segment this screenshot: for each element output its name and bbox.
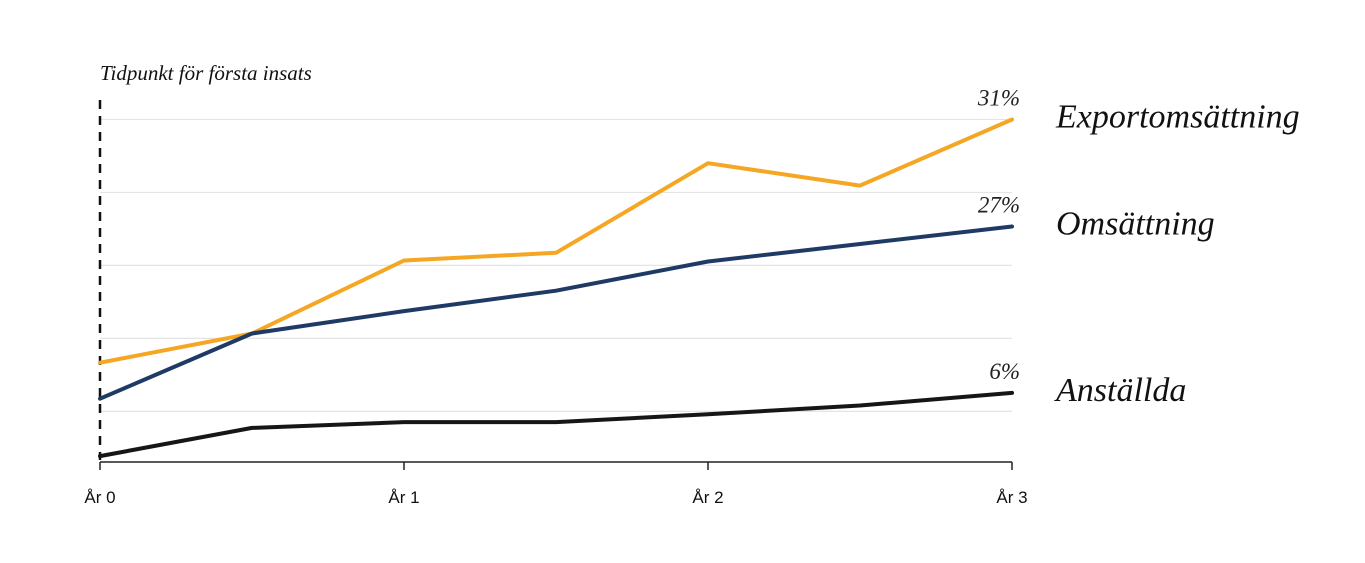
x-tick-label: År 0 bbox=[84, 488, 115, 507]
series-line-2 bbox=[98, 224, 1014, 401]
series-name-label: Omsättning bbox=[1056, 205, 1215, 242]
end-value-label: 6% bbox=[989, 359, 1020, 384]
end-value-labels: 31% 27% 6% bbox=[977, 85, 1020, 383]
x-tick-label: År 3 bbox=[996, 488, 1027, 507]
series-name-label: Anställda bbox=[1054, 372, 1186, 409]
x-axis-ticks: År 0 År 1 År 2 År 3 bbox=[84, 462, 1028, 507]
series-lines bbox=[98, 117, 1014, 459]
intervention-annotation: Tidpunkt för första insats bbox=[100, 61, 312, 85]
series-name-label: Exportomsättning bbox=[1055, 98, 1300, 135]
series-line-3 bbox=[98, 390, 1014, 459]
series-names: Exportomsättning Omsättning Anställda bbox=[1054, 98, 1300, 408]
x-tick-label: År 2 bbox=[692, 488, 723, 507]
end-value-label: 27% bbox=[978, 192, 1020, 217]
gridlines bbox=[100, 118, 1012, 412]
end-value-label: 31% bbox=[977, 85, 1020, 110]
x-tick-label: År 1 bbox=[388, 488, 419, 507]
